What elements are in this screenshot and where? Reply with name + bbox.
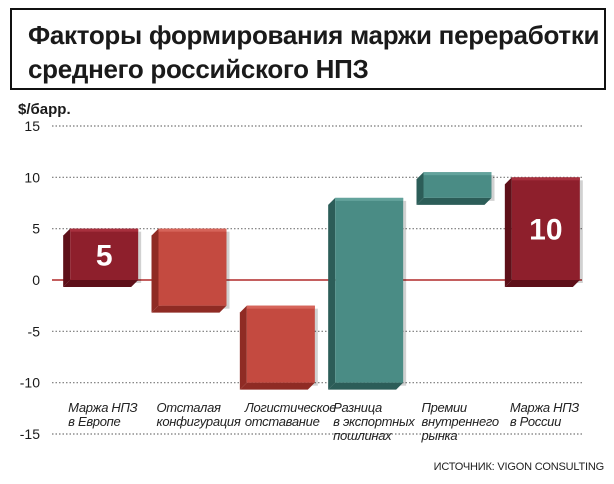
bar-value-label: 10 — [529, 214, 562, 247]
bar-face — [511, 177, 580, 280]
bar-side — [416, 172, 424, 205]
bar-highlight — [423, 172, 492, 176]
bar-bottom — [151, 305, 227, 313]
bar-highlight — [511, 177, 580, 181]
bar-value-label: 5 — [96, 239, 113, 272]
y-tick-label: 15 — [24, 118, 40, 134]
chart-title-line-2: среднего российского НПЗ — [28, 54, 369, 84]
bar-side — [504, 177, 512, 287]
bar-side — [151, 228, 159, 313]
source-note: ИСТОЧНИК: VIGON CONSULTING — [433, 461, 605, 473]
y-tick-label: -10 — [20, 375, 40, 391]
category-label: Премии внутреннего рынка — [421, 400, 500, 443]
bar-side — [328, 197, 336, 390]
bar-bottom — [416, 197, 492, 205]
bar-bottom — [328, 382, 404, 390]
bar-face — [158, 228, 227, 306]
category-label: Маржа НПЗ в России — [509, 400, 579, 429]
bar — [151, 228, 230, 313]
category-label: Разница в экспортных пошлинах — [333, 400, 415, 443]
bar: 5 — [63, 228, 142, 287]
category-label: Маржа НПЗ в Европе — [68, 400, 138, 429]
bar-bottom — [504, 280, 580, 287]
category-label: Отсталая конфигурация — [156, 400, 241, 429]
bar-bottom — [239, 382, 315, 390]
bar — [416, 172, 495, 205]
bar-side — [239, 305, 247, 390]
bar-highlight — [70, 228, 139, 232]
bar-face — [70, 228, 139, 280]
category-label: Логистическое отставание — [244, 400, 337, 429]
bar-side — [63, 228, 71, 287]
y-tick-label: 5 — [32, 221, 40, 237]
bar — [239, 305, 318, 390]
bar-bottom — [63, 280, 139, 287]
y-tick-label: 0 — [32, 272, 40, 288]
bar-face — [335, 197, 404, 383]
bar-highlight — [246, 305, 315, 309]
chart-title-line-1: Факторы формирования маржи переработки — [28, 20, 600, 50]
y-tick-label: -5 — [28, 323, 41, 339]
bar: 10 — [504, 177, 583, 287]
y-tick-label: -15 — [20, 426, 40, 442]
title-box: Факторы формирования маржи переработки с… — [10, 8, 606, 90]
y-tick-label: 10 — [24, 169, 40, 185]
bar-face — [246, 305, 315, 383]
bar — [328, 197, 407, 390]
bar-highlight — [158, 228, 227, 232]
bar-highlight — [335, 197, 404, 201]
bar-face — [423, 172, 492, 198]
y-axis-unit-label: $/барр. — [18, 101, 71, 118]
